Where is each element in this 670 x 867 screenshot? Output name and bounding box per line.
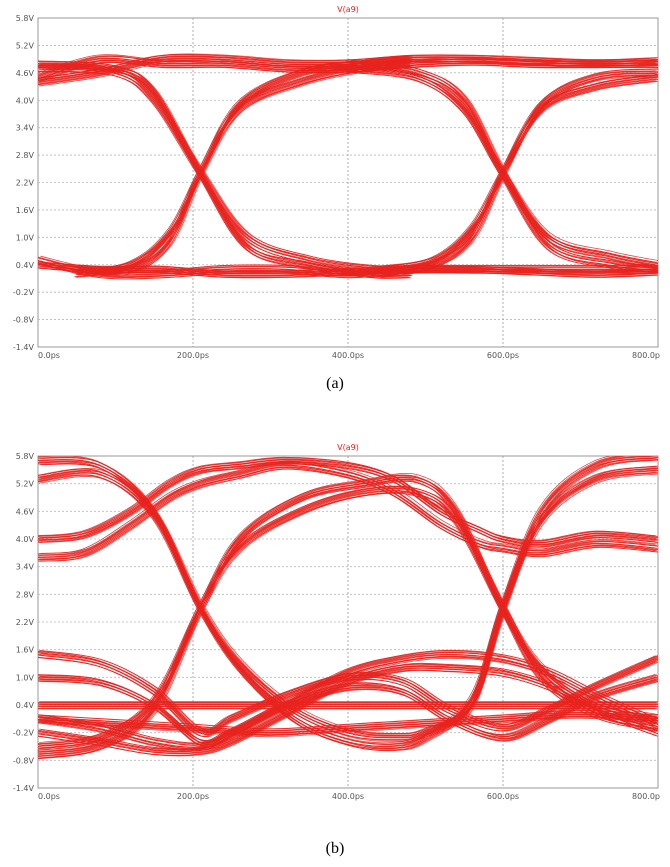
x-tick-label: 800.0p	[632, 351, 660, 360]
trace-line	[40, 476, 658, 747]
trace-line	[38, 466, 656, 560]
eye-diagram-b: V(a9) 5.8V 5.2V 4.6V 4.0V 3.4V 2.8V 2.2V 1.6V 1.0…	[0, 438, 670, 838]
x-tick-label: 200.0ps	[177, 351, 209, 360]
y-tick-label: 1.0V	[16, 233, 35, 242]
trace-line	[38, 462, 657, 556]
trace-line	[39, 649, 658, 744]
trace-line	[38, 463, 657, 548]
trace-line	[38, 474, 656, 745]
trace-line	[38, 456, 656, 541]
trace-line	[38, 459, 656, 544]
trace-line	[38, 474, 657, 745]
trace-line	[38, 64, 411, 277]
plot-title: V(a9)	[337, 5, 359, 14]
trace-line	[38, 461, 656, 555]
y-tick-label: -0.2V	[13, 288, 35, 297]
x-tick-label: 600.0ps	[487, 792, 519, 801]
trace-line	[38, 651, 657, 746]
y-tick-label: 4.6V	[16, 69, 35, 78]
trace-line	[39, 458, 658, 543]
traces	[38, 456, 658, 760]
y-tick-label: 2.2V	[16, 618, 35, 627]
y-tick-label: 5.2V	[16, 480, 35, 489]
trace-line	[38, 467, 658, 736]
trace-line	[38, 468, 658, 562]
trace-line	[39, 466, 658, 560]
trace-line	[39, 476, 658, 747]
trace-line	[38, 654, 657, 735]
trace-line	[38, 650, 656, 744]
trace-line	[38, 485, 658, 753]
y-tick-label: 1.6V	[16, 646, 35, 655]
plot-title: V(a9)	[337, 443, 359, 452]
eye-diagram-a: V(a9) 5.8V 5.2V 4.6V 4.0V 3.4V 2.8V 2.2V 1.6V 1.0…	[0, 0, 670, 395]
y-tick-label: 3.4V	[16, 563, 35, 572]
x-tick-label: 600.0ps	[487, 351, 519, 360]
y-tick-label: 2.8V	[16, 590, 35, 599]
trace-line	[38, 717, 657, 738]
x-tick-label: 400.0ps	[332, 351, 364, 360]
y-tick-label: 4.0V	[16, 535, 35, 544]
x-tick-label: 400.0ps	[332, 792, 364, 801]
caption-b: (b)	[325, 840, 345, 857]
trace-line	[38, 260, 658, 276]
y-tick-label: 1.6V	[16, 206, 35, 215]
traces	[38, 53, 658, 280]
trace-line	[39, 473, 658, 742]
trace-line	[38, 669, 656, 756]
y-tick-label: -1.4V	[13, 784, 35, 793]
trace-line	[38, 709, 658, 730]
y-tick-label: 5.8V	[16, 14, 35, 23]
trace-line	[38, 460, 658, 545]
trace-line	[40, 465, 658, 734]
plot-b: V(a9) 5.8V 5.2V 4.6V 4.0V 3.4V 2.8V 2.2V 1.6V 1.0…	[13, 443, 660, 801]
trace-line	[38, 715, 658, 735]
trace-line	[39, 491, 658, 759]
y-tick-label: -1.4V	[13, 343, 35, 352]
y-tick-label: -0.2V	[13, 729, 35, 738]
plot-a: V(a9) 5.8V 5.2V 4.6V 4.0V 3.4V 2.8V 2.2V 1.6V 1.0…	[13, 5, 660, 360]
x-tick-label: 0.0ps	[38, 792, 60, 801]
y-tick-label: 1.0V	[16, 673, 35, 682]
y-tick-label: 0.4V	[16, 701, 35, 710]
trace-line	[381, 72, 658, 275]
y-tick-label: 2.8V	[16, 151, 35, 160]
trace-line	[39, 62, 412, 274]
x-tick-label: 0.0ps	[38, 351, 60, 360]
trace-line	[378, 68, 658, 271]
y-tick-label: 4.0V	[16, 96, 35, 105]
trace-line	[38, 65, 408, 278]
y-tick-label: 5.8V	[16, 452, 35, 461]
x-tick-label: 800.0p	[632, 792, 660, 801]
y-tick-label: 2.2V	[16, 179, 35, 188]
y-tick-label: -0.8V	[13, 316, 35, 325]
trace-line	[38, 464, 656, 558]
y-tick-label: -0.8V	[13, 756, 35, 765]
trace-line	[380, 72, 658, 274]
trace-line	[38, 667, 657, 754]
x-tick-label: 200.0ps	[177, 792, 209, 801]
trace-line	[38, 263, 658, 280]
trace-line	[39, 473, 658, 743]
trace-line	[39, 713, 658, 733]
trace-line	[38, 711, 656, 731]
y-tick-label: 0.4V	[16, 261, 35, 270]
trace-line	[38, 66, 409, 279]
caption-a: (a)	[326, 375, 344, 392]
trace-line	[39, 662, 658, 750]
y-tick-label: 5.2V	[16, 41, 35, 50]
trace-line	[376, 70, 656, 273]
y-tick-label: 4.6V	[16, 507, 35, 516]
y-tick-label: 3.4V	[16, 124, 35, 133]
